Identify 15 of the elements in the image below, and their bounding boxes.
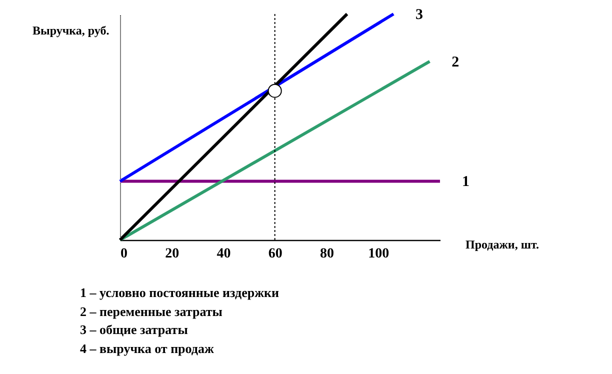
text: 4 – выручка от продаж — [80, 340, 215, 358]
y-axis-title: Выручка, руб. — [32, 24, 110, 38]
x-tick-label: 0 — [120, 246, 128, 262]
x-axis-title: Продажи, шт. — [466, 238, 539, 252]
text: 2 – переменные затраты — [80, 302, 224, 321]
x-tick-label: 60 — [268, 246, 282, 262]
series-label: 2 — [452, 54, 460, 70]
series-label: 3 — [416, 7, 424, 23]
x-tick-label: 80 — [320, 246, 334, 262]
x-tick-label: 40 — [216, 246, 231, 262]
series-label: 1 — [462, 174, 470, 190]
text: 1 – условно постоянные издержки — [80, 284, 279, 302]
text: 3 – общие затраты — [80, 321, 189, 339]
x-tick-label: 100 — [368, 246, 390, 262]
x-tick-label: 20 — [165, 246, 180, 262]
